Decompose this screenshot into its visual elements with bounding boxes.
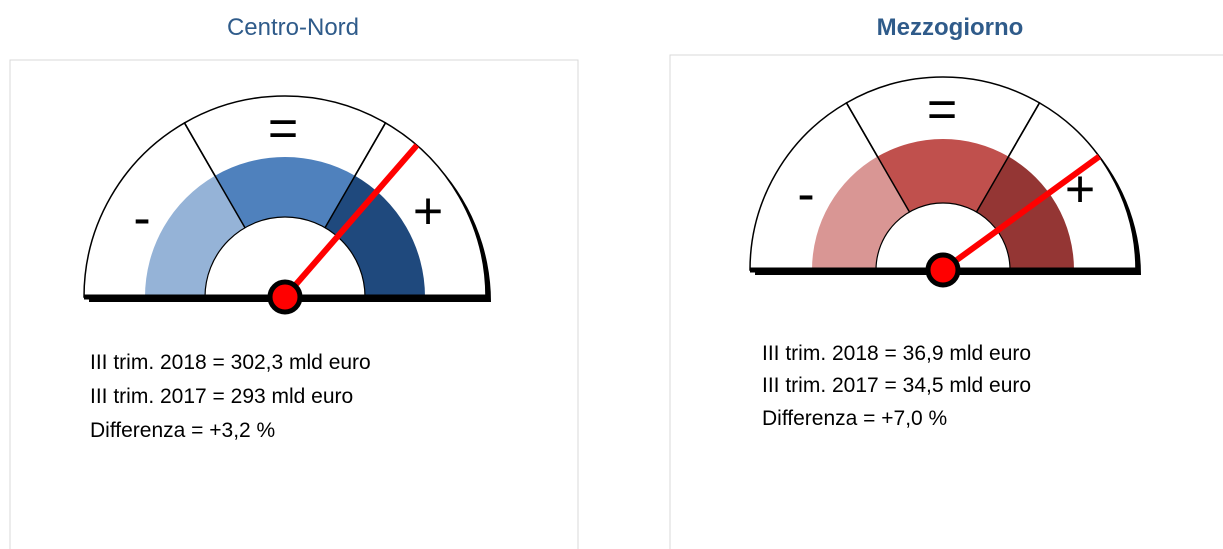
gauge-divider (845, 102, 911, 213)
panel-title: Centro-Nord (227, 14, 359, 41)
info-line: III trim. 2018 = 36,9 mld euro (762, 342, 1031, 365)
info-line: III trim. 2017 = 293 mld euro (90, 385, 353, 408)
gauge-symbol: = (927, 81, 957, 139)
info-line: Differenza = +7,0 % (762, 407, 947, 430)
info-line: III trim. 2018 = 302,3 mld euro (90, 351, 371, 374)
gauge-symbol: = (268, 100, 298, 158)
gauge-band (145, 175, 245, 297)
gauge-symbol: - (133, 190, 150, 248)
gauge-needle (282, 143, 420, 299)
info-line: III trim. 2017 = 34,5 mld euro (762, 374, 1031, 397)
gauge-symbol: + (1065, 161, 1095, 219)
gauge-hub (267, 279, 303, 315)
gauge-needle (941, 154, 1101, 273)
gauge-band (215, 156, 355, 228)
gauge-band (325, 175, 425, 297)
gauge-band (877, 139, 1009, 212)
gauge-band (812, 156, 910, 270)
gauge-divider (324, 122, 387, 229)
gauge-symbol: + (413, 183, 443, 241)
gauge-divider (975, 102, 1041, 213)
gauge-hub (925, 252, 961, 288)
gauge-symbol: - (797, 166, 814, 224)
gauge (749, 76, 1141, 288)
panel-title: Mezzogiorno (877, 14, 1024, 41)
info-line: Differenza = +3,2 % (90, 419, 275, 442)
gauge (83, 95, 491, 315)
gauge-divider (183, 122, 246, 229)
